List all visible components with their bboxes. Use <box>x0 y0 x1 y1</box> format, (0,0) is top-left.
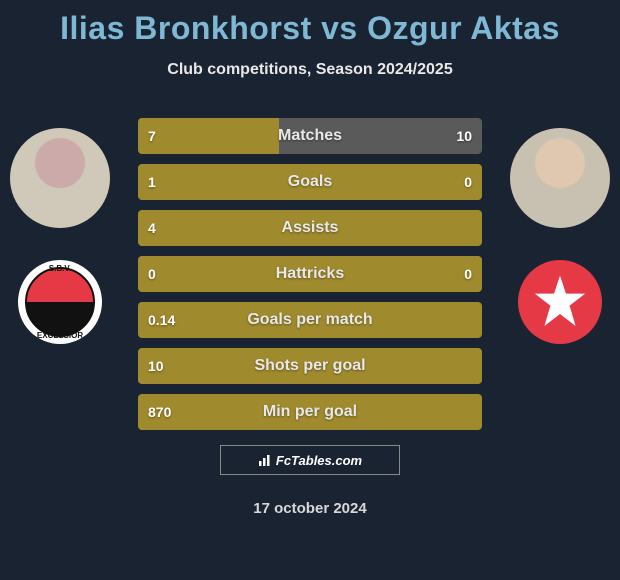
page-subtitle: Club competitions, Season 2024/2025 <box>0 61 620 79</box>
stat-row: 870Min per goal <box>138 394 482 430</box>
stat-row: 0.14Goals per match <box>138 302 482 338</box>
page-title: Ilias Bronkhorst vs Ozgur Aktas <box>0 0 620 47</box>
player-left-photo <box>10 128 110 228</box>
stat-label: Hattricks <box>138 265 482 283</box>
stat-row: 4Assists <box>138 210 482 246</box>
generation-date: 17 october 2024 <box>0 500 620 517</box>
stat-label: Goals <box>138 173 482 191</box>
stats-comparison-chart: 710Matches 10Goals 4Assists 00Hattricks 0.14… <box>138 118 482 440</box>
stat-label: Assists <box>138 219 482 237</box>
avatar-placeholder-icon <box>510 128 610 228</box>
bar-chart-icon <box>258 453 272 467</box>
stat-label: Shots per goal <box>138 357 482 375</box>
stat-label: Matches <box>138 127 482 145</box>
player-right-photo <box>510 128 610 228</box>
excelsior-badge-icon: S.B.V. EXCELSIOR <box>18 260 102 344</box>
stat-row: 10Goals <box>138 164 482 200</box>
watermark-badge: FcTables.com <box>220 445 400 475</box>
club-left-badge: S.B.V. EXCELSIOR <box>18 260 102 344</box>
stat-label: Goals per match <box>138 311 482 329</box>
watermark-text: FcTables.com <box>276 453 362 468</box>
avatar-placeholder-icon <box>10 128 110 228</box>
stat-row: 710Matches <box>138 118 482 154</box>
mvv-badge-icon <box>518 260 602 344</box>
club-right-badge <box>518 260 602 344</box>
stat-label: Min per goal <box>138 403 482 421</box>
stat-row: 10Shots per goal <box>138 348 482 384</box>
stat-row: 00Hattricks <box>138 256 482 292</box>
